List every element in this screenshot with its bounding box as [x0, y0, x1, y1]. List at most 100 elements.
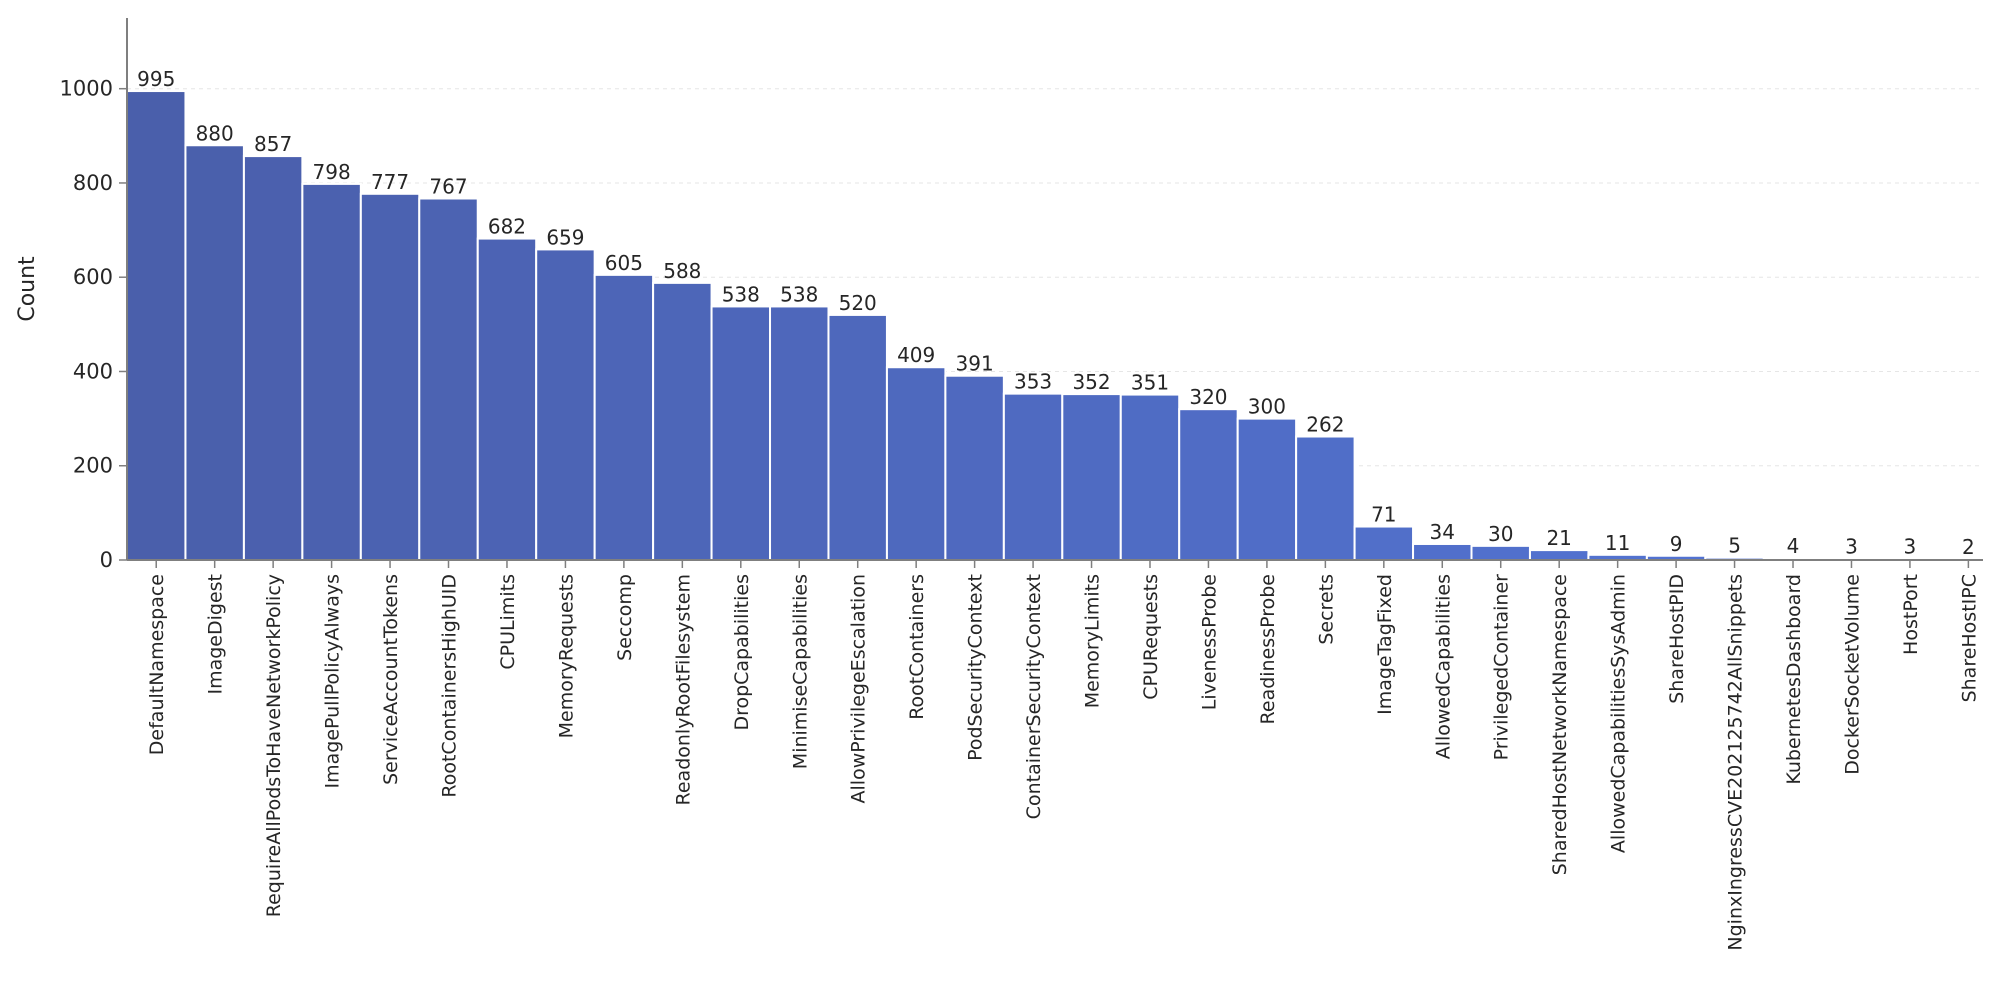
- bar-RootContainers: [885, 366, 947, 561]
- data-label: 682: [488, 215, 526, 239]
- data-label: 409: [897, 343, 935, 367]
- data-label: 995: [137, 67, 175, 91]
- x-tick-label: AllowedCapabilitiesSysAdmin: [1608, 574, 1630, 853]
- bar-ImagePullPolicyAlways: [301, 182, 362, 561]
- y-tick-label: 200: [73, 454, 113, 478]
- x-tick-label: ReadonlyRootFilesystem: [672, 574, 694, 805]
- x-tick-label: LivenessProbe: [1198, 574, 1220, 710]
- axes: [126, 18, 1983, 561]
- data-label: 262: [1306, 413, 1344, 437]
- bar-MinimiseCapabilities: [769, 305, 830, 561]
- y-tick-label: 800: [73, 171, 113, 195]
- y-axis-title: Count: [15, 256, 40, 322]
- bar-MemoryRequests: [535, 248, 596, 561]
- data-label: 777: [371, 170, 409, 194]
- x-tick-label: ServiceAccountTokens: [380, 574, 402, 785]
- data-label: 9: [1670, 532, 1683, 556]
- x-tick-label: MinimiseCapabilities: [789, 574, 811, 769]
- x-tick-label: Seccomp: [614, 574, 636, 661]
- bar-RootContainersHighUID: [418, 197, 479, 562]
- x-tick-label: RootContainersHighUID: [439, 574, 461, 798]
- bar-ImageTagFixed: [1353, 525, 1415, 562]
- bar-AllowedCapabilities: [1412, 542, 1473, 561]
- data-label: 538: [722, 282, 760, 306]
- data-label: 767: [429, 175, 467, 199]
- bar-PrivilegedContainer: [1470, 544, 1531, 561]
- x-tick-label: NginxIngressCVE202125742AllSnippets: [1725, 574, 1747, 951]
- bar-Secrets: [1295, 435, 1356, 561]
- data-label: 605: [605, 251, 643, 275]
- x-tick-label: CPURequests: [1140, 574, 1162, 700]
- data-label: 798: [313, 160, 351, 184]
- y-tick-label: 0: [100, 548, 113, 572]
- data-label: 2: [1962, 535, 1975, 559]
- data-label: 4: [1787, 534, 1800, 558]
- data-label: 353: [1014, 370, 1052, 394]
- x-tick-label: PodSecurityContext: [965, 574, 987, 761]
- data-label: 3: [1904, 535, 1917, 559]
- x-tick-label: KubernetesDashboard: [1783, 574, 1805, 785]
- y-tick-label: 1000: [60, 77, 113, 101]
- data-label: 351: [1131, 371, 1169, 395]
- y-ticks: 0 200 400 600 800 1000: [60, 77, 127, 572]
- data-label: 538: [780, 282, 818, 306]
- data-label: 3: [1845, 535, 1858, 559]
- data-label: 30: [1488, 522, 1513, 546]
- data-label: 71: [1371, 503, 1396, 527]
- data-label: 34: [1430, 520, 1455, 544]
- bar-SharedHostNetworkNamespace: [1528, 549, 1590, 561]
- bar-LivenessProbe: [1178, 408, 1239, 562]
- x-tick-label: HostPort: [1900, 574, 1922, 655]
- x-tick-label: PrivilegedContainer: [1491, 574, 1513, 761]
- data-label: 5: [1728, 534, 1741, 558]
- x-tick-label: DockerSocketVolume: [1841, 574, 1863, 775]
- data-label: 588: [663, 259, 701, 283]
- data-label: 320: [1189, 385, 1227, 409]
- bar-ImageDigest: [184, 144, 245, 561]
- x-tick-label: AllowPrivilegeEscalation: [848, 574, 870, 803]
- data-labels: 995 880 857 798 777 767 682 659 605 588 538 538 520 4…: [137, 67, 1975, 559]
- data-label: 857: [254, 132, 292, 156]
- x-ticks: DefaultNamespace ImageDigest RequireAllPod…: [146, 560, 1980, 951]
- bar-ReadonlyRootFilesystem: [652, 281, 713, 561]
- bar-CPULimits: [476, 237, 538, 561]
- bar-DefaultNamespace: [126, 90, 187, 561]
- bar-ReadinessProbe: [1236, 417, 1298, 562]
- bar-ServiceAccountTokens: [359, 192, 421, 562]
- bar-PodSecurityContext: [944, 374, 1005, 561]
- x-tick-label: ShareHostIPC: [1958, 574, 1980, 702]
- bar-RequireAllPodsToHaveNetworkPolicy: [242, 155, 304, 562]
- x-tick-label: MemoryLimits: [1082, 574, 1104, 708]
- data-label: 659: [546, 225, 584, 249]
- data-label: 880: [196, 121, 234, 145]
- x-tick-label: AllowedCapabilities: [1432, 574, 1454, 759]
- x-tick-label: DropCapabilities: [731, 574, 753, 731]
- x-tick-label: ImageTagFixed: [1374, 574, 1396, 715]
- x-tick-label: ShareHostPID: [1666, 574, 1688, 704]
- bar-AllowPrivilegeEscalation: [827, 313, 888, 562]
- bar-MemoryLimits: [1061, 393, 1122, 561]
- x-tick-label: DefaultNamespace: [146, 574, 168, 755]
- data-label: 300: [1248, 395, 1286, 419]
- data-label: 391: [956, 352, 994, 376]
- x-tick-label: ReadinessProbe: [1257, 574, 1279, 724]
- bar-CPURequests: [1119, 393, 1181, 561]
- data-label: 11: [1605, 531, 1630, 555]
- x-tick-label: SharedHostNetworkNamespace: [1549, 574, 1571, 875]
- x-tick-label: RequireAllPodsToHaveNetworkPolicy: [263, 574, 285, 917]
- x-tick-label: ContainerSecurityContext: [1023, 574, 1045, 819]
- data-label: 520: [839, 291, 877, 315]
- x-tick-label: CPULimits: [497, 574, 519, 670]
- x-tick-label: MemoryRequests: [555, 574, 577, 738]
- x-tick-label: RootContainers: [906, 574, 928, 720]
- x-tick-label: ImagePullPolicyAlways: [322, 574, 344, 788]
- x-tick-label: ImageDigest: [205, 574, 227, 695]
- bar-DropCapabilities: [710, 305, 772, 561]
- data-label: 352: [1072, 370, 1110, 394]
- x-tick-label: Secrets: [1315, 574, 1337, 645]
- y-tick-label: 400: [73, 359, 113, 383]
- y-tick-label: 600: [73, 265, 113, 289]
- bars: [126, 90, 1999, 562]
